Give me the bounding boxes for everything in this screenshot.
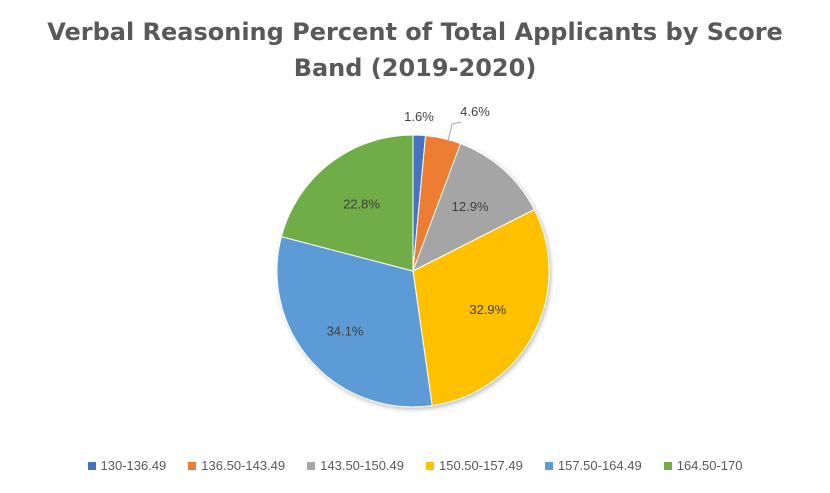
legend-swatch-3 (307, 461, 316, 470)
slice-label-3: 12.9% (452, 199, 489, 214)
slice-label-2: 4.6% (460, 104, 490, 119)
chart-title-line-2: Band (2019-2020) (293, 54, 537, 82)
pie-slice-157-50-164-49 (276, 236, 433, 408)
chart-title-line-1: Verbal Reasoning Percent of Total Applic… (47, 18, 783, 46)
pie-slice-143-50-150-49 (412, 142, 536, 273)
slice-label-4: 32.9% (469, 302, 506, 317)
legend-swatch-1 (87, 461, 96, 470)
legend-item-3: 143.50-150.49 (307, 458, 404, 473)
legend-item-1: 130-136.49 (87, 458, 167, 473)
legend-swatch-5 (544, 461, 553, 470)
legend-label-5: 157.50-164.49 (557, 458, 642, 473)
chart-title: Verbal Reasoning Percent of Total Applic… (0, 14, 830, 86)
legend-item-5: 157.50-164.49 (544, 458, 642, 473)
legend-item-6: 164.50-170 (663, 458, 743, 473)
legend-label-2: 136.50-143.49 (201, 458, 286, 473)
pie-chart: 1.6% 4.6% 12.9% 32.9% 34.1% 22.8% (276, 104, 550, 408)
legend-swatch-6 (663, 461, 672, 470)
legend-swatch-4 (426, 461, 434, 470)
slice-label-1: 1.6% (404, 109, 434, 124)
legend-label-6: 164.50-170 (676, 458, 743, 473)
leader-line-2 (447, 121, 462, 142)
legend-label-1: 130-136.49 (100, 458, 167, 473)
pie-slice-164-50-170 (280, 134, 414, 272)
legend: 130-136.49 136.50-143.49 143.50-150.49 150.… (0, 458, 830, 473)
slice-label-6: 22.8% (343, 196, 380, 211)
legend-swatch-2 (188, 461, 197, 470)
legend-item-4: 150.50-157.49 (426, 458, 523, 473)
slice-label-5: 34.1% (327, 324, 364, 339)
legend-label-4: 150.50-157.49 (439, 458, 523, 473)
legend-item-2: 136.50-143.49 (188, 458, 285, 473)
pie-slice-150-50-157-49 (412, 208, 550, 407)
legend-label-3: 143.50-150.49 (320, 458, 404, 473)
